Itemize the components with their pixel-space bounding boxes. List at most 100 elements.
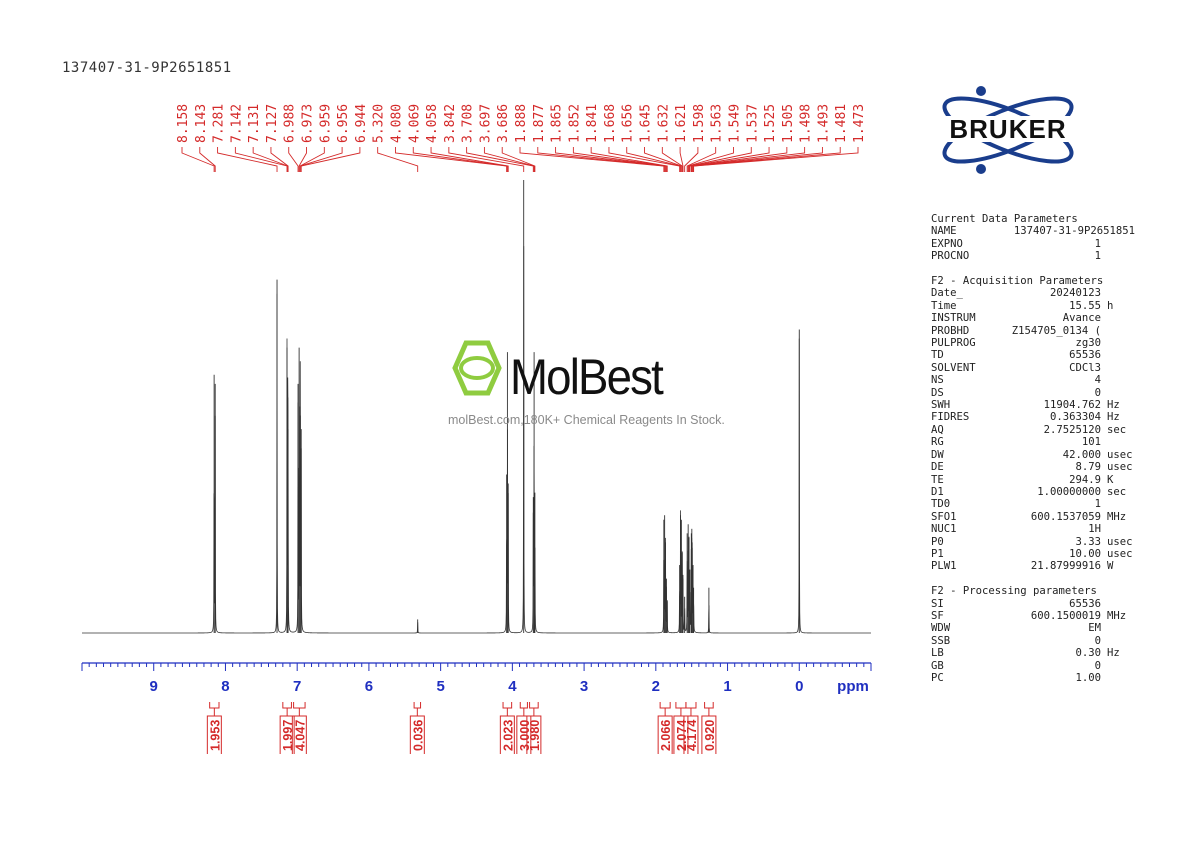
param-value: 42.000 [1062,448,1101,461]
param-value: EM [1088,622,1101,635]
peak-label: 1.841 [585,104,600,143]
param-unit [1101,635,1107,647]
param-value: 1 [1094,498,1101,511]
peak-label-leader [300,147,361,172]
param-unit: usec [1107,547,1133,560]
peak-label-leader [690,147,788,172]
param-key: SWH [931,399,951,412]
peak-label: 1.877 [532,104,547,143]
integral-label: 2.074 [675,720,689,751]
param-row: DS 0 [931,387,1146,399]
param-row: INSTRUM Avance [931,312,1146,324]
ppm-axis-group: 9 8 7 6 5 4 3 2 1 0 ppm [81,662,872,695]
param-key: PLW1 [931,560,957,573]
param-row: P0 3.33 usec [931,536,1146,548]
peak-label: 1.645 [639,104,654,143]
param-row: TE 294.9 K [931,474,1146,486]
peak-label: 1.865 [550,104,565,143]
peak-label: 6.944 [354,104,369,143]
param-unit [1101,238,1107,250]
param-key: WDW [931,622,951,635]
param-value: 600.1500019 [1030,609,1101,622]
integral-box [657,715,673,754]
peak-label-leader [691,147,823,172]
param-row: Date_ 20240123 [931,287,1146,299]
peak-label: 1.621 [674,104,689,143]
integral-label: 3.000 [518,720,532,751]
spectrum-trace [82,246,871,634]
integral-bracket [659,702,671,709]
param-unit: sec [1107,485,1127,498]
peak-label: 3.842 [443,104,458,143]
peak-label-leader [298,147,307,172]
param-value: 3.33 [1075,535,1101,548]
integral-box [516,715,532,754]
integral-box [409,715,425,754]
integral-bracket [293,702,306,709]
integral-label: 0.036 [411,720,425,751]
param-unit [1101,598,1107,610]
integral-label: 2.066 [659,720,673,751]
param-row: SFO1 600.1537059 MHz [931,511,1146,523]
peak-label: 6.956 [336,104,351,143]
peak-label: 3.697 [478,104,493,143]
peak-label-leader [693,147,859,172]
peak-label: 1.656 [621,104,636,143]
peak-label: 8.143 [194,104,209,143]
param-row: TD 65536 [931,349,1146,361]
peak-label-leader [626,147,681,172]
param-row: AQ 2.7525120 sec [931,424,1146,436]
param-key: SF [931,609,944,622]
peak-label: 1.632 [656,104,671,143]
peak-label: 7.131 [247,104,262,143]
param-value: 0.363304 [1049,411,1101,424]
param-row: Time 15.55 h [931,300,1146,312]
peak-label-leader [252,147,289,172]
peak-label-leader [679,147,684,172]
param-value: 20240123 [1049,287,1101,300]
axis-tick-label: 7 [293,678,301,695]
bruker-wordmark: BRUKER [949,114,1066,144]
peak-label: 7.127 [265,104,280,143]
param-row: PROCNO 1 [931,250,1146,262]
param-row: PULPROG zg30 [931,337,1146,349]
axis-tick-label: 8 [221,678,229,695]
peak-label-leader [501,147,536,172]
param-key: RG [931,436,944,449]
param-unit: h [1107,299,1114,312]
param-value: Avance [1062,312,1101,325]
peak-label: 1.852 [567,104,582,143]
peak-label-leader [199,147,216,172]
peak-label: 1.598 [692,104,707,143]
param-value: 1 [1094,250,1101,263]
peak-label: 5.320 [372,104,387,143]
peak-label-leader [519,147,665,172]
param-unit [1101,337,1107,349]
spectrum-trace-group [82,180,871,634]
integral-bracket [519,702,528,709]
param-value: 1 [1094,237,1101,250]
peak-label-leader [217,147,278,172]
param-key: DW [931,448,944,461]
peak-label-leader [395,147,508,172]
peak-label: 1.563 [710,104,725,143]
param-value: 10.00 [1069,547,1101,560]
peak-label-leader [234,147,288,172]
param-value: zg30 [1075,337,1101,350]
peak-label-leader [590,147,668,172]
peak-label: 1.668 [603,104,618,143]
param-row: TD0 1 [931,498,1146,510]
param-row: DW 42.000 usec [931,449,1146,461]
param-unit [1101,436,1107,448]
peak-label: 1.525 [763,104,778,143]
peak-label: 3.686 [496,104,511,143]
peak-label-leader [687,147,734,172]
integral-box [673,715,689,754]
sample-id: 137407-31-9P2651851 [62,60,232,76]
peak-label: 8.158 [176,104,191,143]
param-unit: Hz [1107,647,1120,660]
param-key: EXPNO [931,237,963,250]
param-value: 1.00000000 [1037,485,1101,498]
param-key: PROCNO [931,250,970,263]
